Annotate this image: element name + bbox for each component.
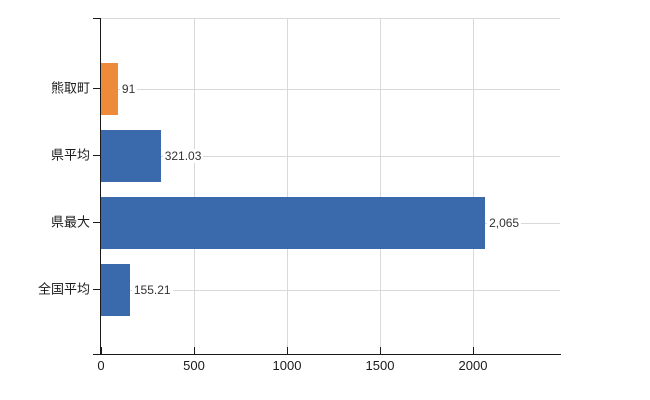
bar-全国平均[interactable]	[101, 263, 130, 316]
y-axis-tick	[93, 154, 101, 156]
value-label: 321.03	[162, 148, 204, 163]
gridline-vertical	[287, 19, 288, 355]
x-axis-line	[93, 354, 561, 355]
x-tick-label: 0	[97, 358, 105, 373]
gridline-vertical	[194, 19, 195, 355]
x-axis-tick	[473, 347, 474, 354]
category-label: 全国平均	[37, 281, 90, 296]
bar-県最大[interactable]	[101, 196, 486, 249]
bar-県平均[interactable]	[101, 129, 161, 182]
category-label: 県平均	[50, 147, 90, 162]
x-tick-label: 1500	[365, 358, 395, 373]
x-axis-tick	[194, 347, 195, 354]
y-axis-tick	[93, 288, 101, 290]
category-label: 県最大	[50, 214, 90, 229]
plot-area: 91 321.03 2,065 155.21	[100, 18, 560, 355]
x-axis-tick	[101, 347, 102, 354]
x-axis-tick	[380, 347, 381, 354]
value-label: 2,065	[487, 215, 522, 230]
x-tick-label: 500	[183, 358, 205, 373]
gridline-horizontal	[101, 88, 560, 90]
x-tick-label: 2000	[458, 358, 488, 373]
x-tick-label: 1000	[272, 358, 302, 373]
y-axis-top-tick	[93, 18, 101, 19]
category-label: 熊取町	[50, 80, 90, 95]
gridline-vertical	[380, 19, 381, 355]
value-label: 91	[119, 81, 138, 96]
gridline-horizontal	[101, 289, 560, 291]
x-axis-tick	[287, 347, 288, 354]
y-axis-tick	[93, 87, 101, 89]
gridline-horizontal	[101, 155, 560, 157]
y-axis-tick	[93, 221, 101, 223]
gridline-vertical	[473, 19, 474, 355]
value-label: 155.21	[131, 282, 173, 297]
bar-熊取町[interactable]	[101, 62, 118, 115]
